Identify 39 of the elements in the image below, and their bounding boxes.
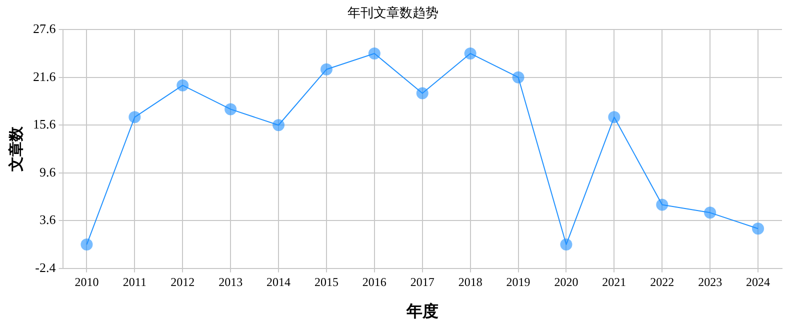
x-tick-label: 2024 [746, 274, 770, 289]
point [752, 222, 764, 235]
x-tick-label: 2013 [218, 274, 243, 289]
point [368, 47, 380, 60]
y-tick-label: 3.6 [40, 212, 56, 228]
point [464, 47, 476, 60]
y-axis-title: 文章数 [6, 126, 25, 172]
point [224, 103, 237, 116]
point [176, 79, 189, 92]
point [704, 206, 716, 219]
x-tick-label: 2022 [650, 274, 674, 289]
x-tick-label: 2020 [554, 274, 578, 289]
x-tick-label: 2010 [74, 274, 99, 289]
x-tick-label: 2016 [362, 274, 386, 289]
x-tick-label: 2017 [410, 274, 434, 289]
point [272, 119, 285, 132]
x-tick-label: 2018 [458, 274, 482, 289]
point [512, 71, 524, 84]
x-tick-label: 2011 [122, 274, 146, 289]
x-tick-label: 2021 [602, 274, 626, 289]
chart-title: 年刊文章数趋势 [348, 5, 438, 20]
point [560, 238, 572, 251]
point [320, 63, 332, 76]
point [656, 198, 668, 211]
x-axis-title: 年度 [405, 302, 438, 321]
y-tick-label: 9.6 [40, 164, 56, 180]
x-tick-label: 2023 [698, 274, 722, 289]
y-tick-label: 27.6 [33, 21, 56, 36]
x-tick-label: 2015 [314, 274, 338, 289]
point [128, 111, 141, 124]
x-tick-label: 2014 [266, 274, 291, 289]
point [608, 111, 620, 124]
y-tick-label: 21.6 [33, 68, 56, 84]
y-tick-label: -2.4 [35, 260, 56, 275]
y-tick-label: 15.6 [33, 116, 56, 132]
point [416, 87, 428, 100]
x-tick-label: 2019 [506, 274, 530, 289]
x-tick-label: 2012 [170, 274, 195, 289]
point [80, 238, 93, 251]
